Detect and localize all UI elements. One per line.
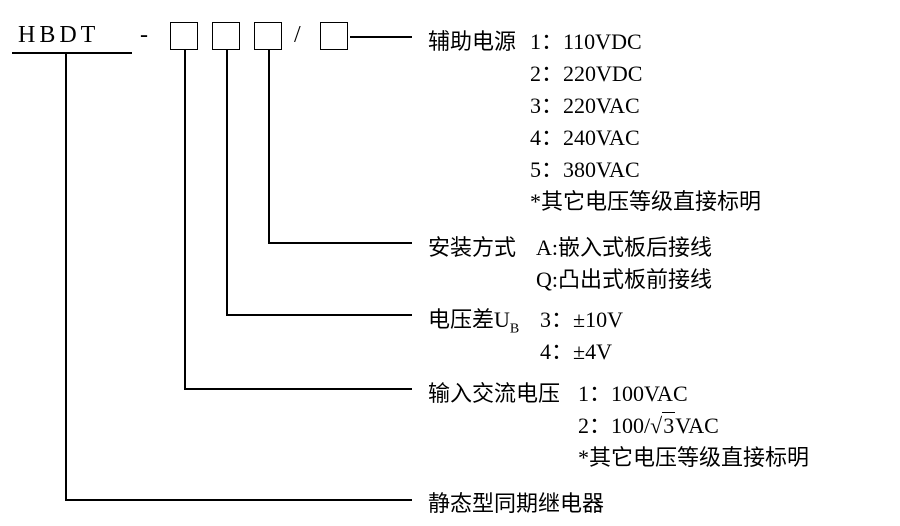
vline-box1 [184, 50, 186, 388]
product-name: 静态型同期继电器 [428, 486, 604, 518]
aux-item-2: 2：220VDC [530, 56, 642, 88]
code-box-3 [254, 22, 282, 50]
sqrt-wrapper: √3 [650, 412, 675, 439]
hline-box1 [184, 388, 412, 390]
aux-item-5: 5：380VAC [530, 152, 640, 184]
install-title: 安装方式 [428, 230, 516, 262]
input-note: *其它电压等级直接标明 [578, 440, 809, 472]
code-box-2 [212, 22, 240, 50]
vdiff-title-sub: B [510, 321, 519, 336]
input-item-2-prefix: 2：100/ [578, 413, 650, 438]
sqrt-arg: 3 [662, 412, 675, 439]
code-box-4 [320, 22, 348, 50]
aux-item-1: 1：110VDC [530, 24, 642, 56]
input-item-2-suffix: VAC [675, 413, 719, 438]
hline-box2 [226, 314, 412, 316]
input-item-2: 2：100/√3VAC [578, 408, 719, 440]
aux-title: 辅助电源 [428, 24, 516, 56]
input-item-1: 1：100VAC [578, 376, 688, 408]
aux-note: *其它电压等级直接标明 [530, 184, 761, 216]
model-prefix: HBDT [18, 22, 99, 49]
input-title: 输入交流电压 [428, 376, 560, 408]
vdiff-title-prefix: 电压差U [428, 307, 510, 332]
code-box-1 [170, 22, 198, 50]
vline-box2 [226, 50, 228, 314]
aux-item-3: 3：220VAC [530, 88, 640, 120]
dash: - [140, 22, 148, 49]
vline-hbdt [65, 52, 67, 500]
install-item-2: Q:凸出式板前接线 [536, 262, 712, 294]
sqrt-symbol: √ [650, 413, 662, 438]
install-item-1: A:嵌入式板后接线 [536, 230, 712, 262]
connector-aux [350, 36, 412, 38]
model-underline [12, 52, 132, 54]
vdiff-item-1: 3：±10V [540, 302, 623, 334]
hline-hbdt [65, 499, 412, 501]
vdiff-item-2: 4：±4V [540, 334, 612, 366]
vline-box3 [268, 50, 270, 242]
aux-item-4: 4：240VAC [530, 120, 640, 152]
hline-box3 [268, 242, 412, 244]
vdiff-title: 电压差UB [428, 302, 519, 337]
slash: / [294, 22, 301, 49]
